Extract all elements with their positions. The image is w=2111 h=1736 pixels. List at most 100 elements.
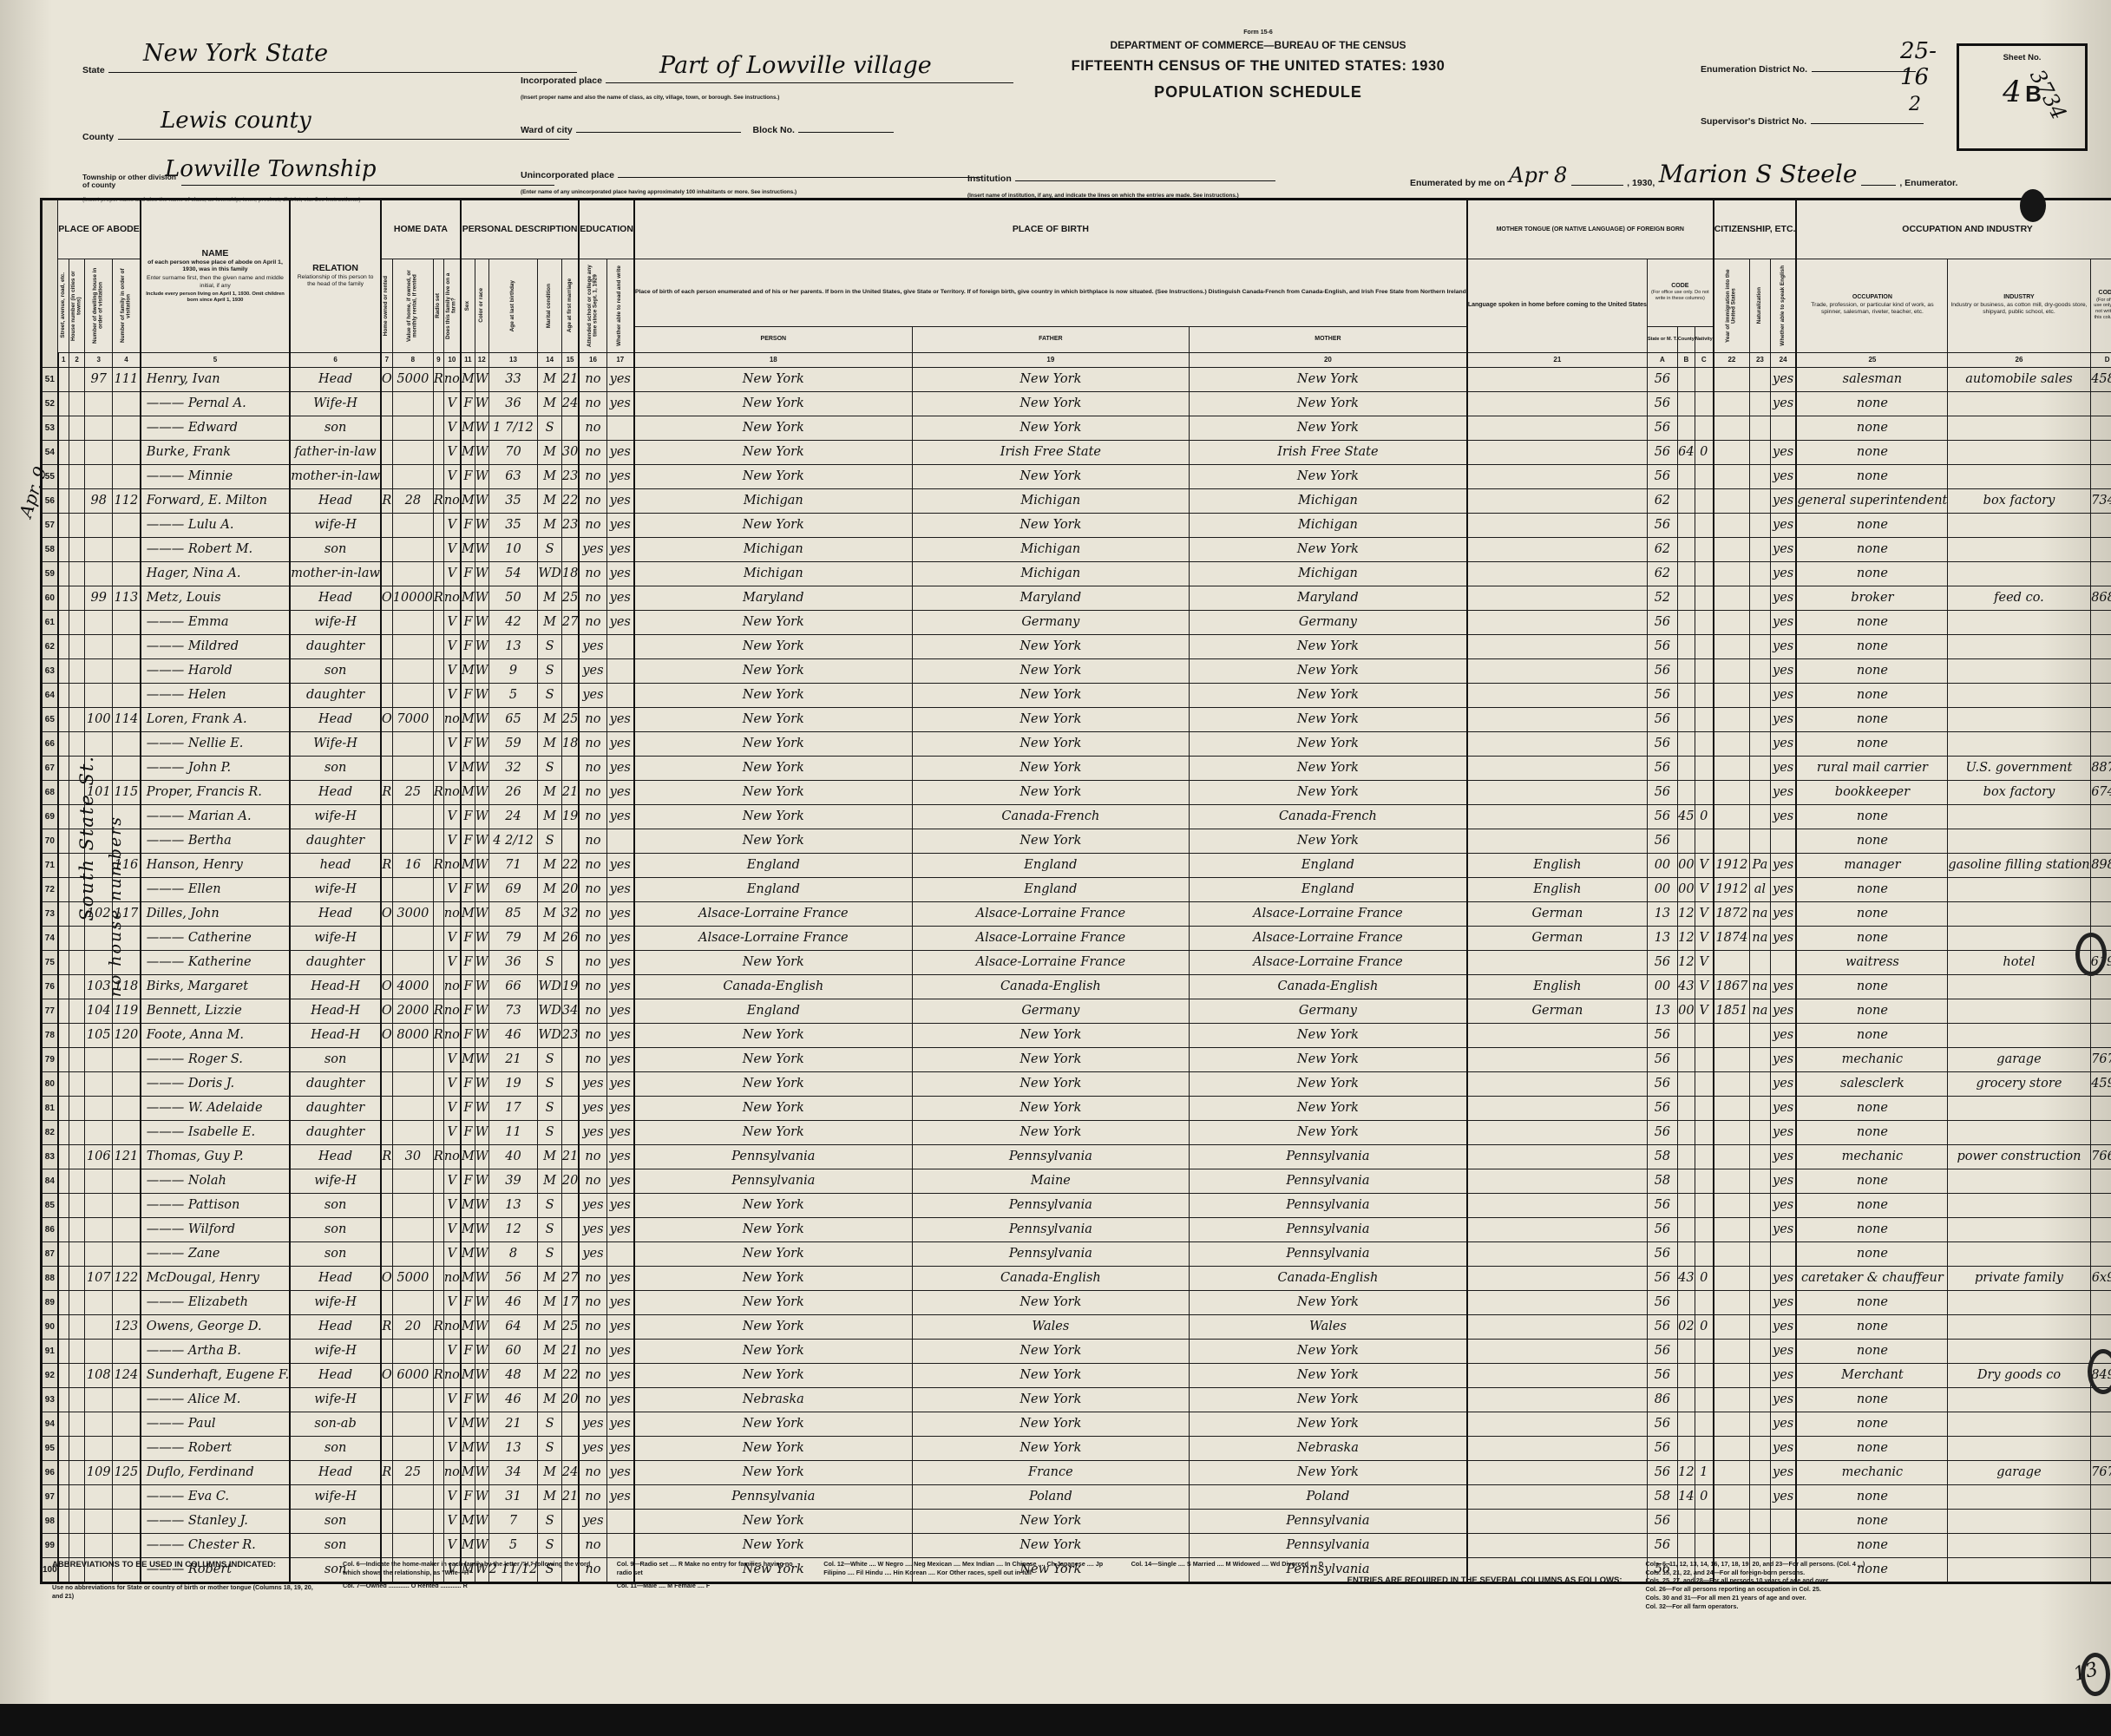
cell-od — [2089, 828, 2111, 854]
cell-tn: R — [379, 852, 393, 878]
cell-nm: ——— Robert — [139, 1556, 291, 1583]
cell-oc: none — [1795, 1556, 1949, 1583]
cell-cl: W — [474, 415, 489, 441]
cell-cb: 12 — [1676, 901, 1695, 927]
cell-nm: ——— Lulu A. — [139, 512, 291, 538]
cell-pf: Michigan — [911, 536, 1190, 562]
cell-nm: ——— Mildred — [139, 633, 291, 659]
cell-sc: no — [578, 1289, 607, 1315]
cell-pf: Pennsylvania — [911, 1192, 1190, 1218]
cell-vl — [391, 949, 434, 975]
cell-pf: New York — [911, 1556, 1190, 1583]
cell-pm: New York — [1189, 633, 1468, 659]
cell-sx: F — [459, 682, 475, 708]
cell-fm: 120 — [112, 1022, 141, 1048]
cell-am: 24 — [561, 1459, 580, 1485]
cell-im — [1712, 1459, 1751, 1485]
cell-en: yes — [1769, 585, 1797, 611]
cell-sc: no — [578, 1022, 607, 1048]
cell-cl: W — [474, 852, 489, 878]
cell-en: yes — [1769, 488, 1797, 514]
cell-na — [1749, 1216, 1771, 1242]
cell-en: yes — [1769, 658, 1797, 684]
cell-ag: 10 — [488, 536, 539, 562]
cell-cl: W — [474, 1022, 489, 1048]
cell-mr: M — [537, 803, 562, 829]
cell-st — [56, 1071, 69, 1097]
cell-pm: New York — [1189, 1119, 1468, 1145]
scan-bottom-edge — [0, 1704, 2111, 1736]
cell-na: Pa — [1749, 852, 1771, 878]
cell-cc: V — [1694, 973, 1714, 999]
cell-pb: New York — [633, 1265, 913, 1291]
cell-fa: V — [443, 1508, 462, 1534]
cell-na — [1749, 755, 1771, 781]
cell-ca: 58 — [1646, 1143, 1678, 1169]
cell-sx: M — [459, 755, 475, 781]
cell-in — [1947, 828, 2091, 854]
col-naturalization-header: Naturalization — [1749, 258, 1771, 353]
cell-mt — [1465, 560, 1648, 586]
enumerated-date: Apr 8 — [1509, 163, 1568, 187]
cell-sc: no — [578, 1313, 607, 1340]
cell-rl: wife-H — [289, 1484, 382, 1510]
cell-in — [1947, 1022, 2091, 1048]
cell-im — [1712, 585, 1751, 611]
cell-am — [561, 1241, 580, 1267]
cell-cc — [1694, 828, 1714, 854]
cell-sc: no — [578, 1386, 607, 1412]
cell-en: yes — [1769, 1289, 1797, 1315]
cell-nm: ——— Isabelle E. — [139, 1119, 291, 1145]
cell-fm — [112, 1289, 141, 1315]
cell-sc: no — [578, 1556, 607, 1583]
cell-od — [2089, 730, 2111, 757]
cell-in — [1947, 658, 2091, 684]
cell-tn — [379, 1532, 393, 1558]
cell-cb — [1676, 1338, 1695, 1364]
col-number-C: C — [1694, 351, 1714, 368]
cell-mr: S — [537, 1435, 562, 1461]
line-number: 88 — [40, 1265, 59, 1291]
cell-en: yes — [1769, 1071, 1797, 1097]
cell-od: 8989 — [2089, 852, 2111, 878]
cell-mt — [1465, 1459, 1648, 1485]
cell-cl: W — [474, 1532, 489, 1558]
cell-ca: 56 — [1646, 1192, 1678, 1218]
table-row: 72 ——— Ellen wife-H V F W 69 M 20 no yes England Eng… — [40, 876, 2111, 902]
cell-st — [56, 828, 69, 854]
cell-cl: W — [474, 488, 489, 514]
cell-rw — [606, 1556, 635, 1583]
cell-cc — [1694, 1532, 1714, 1558]
cell-mr: M — [537, 439, 562, 465]
line-number: 97 — [40, 1484, 59, 1510]
cell-sc: no — [578, 1362, 607, 1388]
cell-en: yes — [1769, 1362, 1797, 1388]
col-radio-header: Radio set — [432, 258, 444, 353]
cell-fm — [112, 1386, 141, 1412]
cell-st — [56, 1459, 69, 1485]
cell-na — [1749, 730, 1771, 757]
sheet-label: Sheet No. — [2003, 53, 2042, 62]
cell-fm — [112, 415, 141, 441]
cell-ag: 54 — [488, 560, 539, 586]
cell-sx: F — [459, 925, 475, 951]
cell-am — [561, 1532, 580, 1558]
cell-rl: daughter — [289, 682, 382, 708]
cell-ca: 56 — [1646, 1411, 1678, 1437]
cell-tn: R — [379, 779, 393, 805]
cell-rw — [606, 1532, 635, 1558]
line-number: 76 — [40, 973, 59, 999]
cell-fm — [112, 1168, 141, 1194]
cell-od — [2089, 1532, 2111, 1558]
cell-dw — [84, 1532, 114, 1558]
cell-nm: ——— Harold — [139, 658, 291, 684]
cell-im — [1712, 1484, 1751, 1510]
cell-fm — [112, 536, 141, 562]
line-number: 57 — [40, 512, 59, 538]
col-language-header: Language spoken in home before coming to… — [1465, 258, 1648, 353]
line-number: 79 — [40, 1046, 59, 1072]
abbrev-col12: Col. 12—White .... W Negro .... Neg Mexi… — [823, 1560, 1104, 1576]
cell-en: yes — [1769, 1046, 1797, 1072]
col-relation-header: RELATION Relationship of this person to t… — [289, 199, 382, 353]
